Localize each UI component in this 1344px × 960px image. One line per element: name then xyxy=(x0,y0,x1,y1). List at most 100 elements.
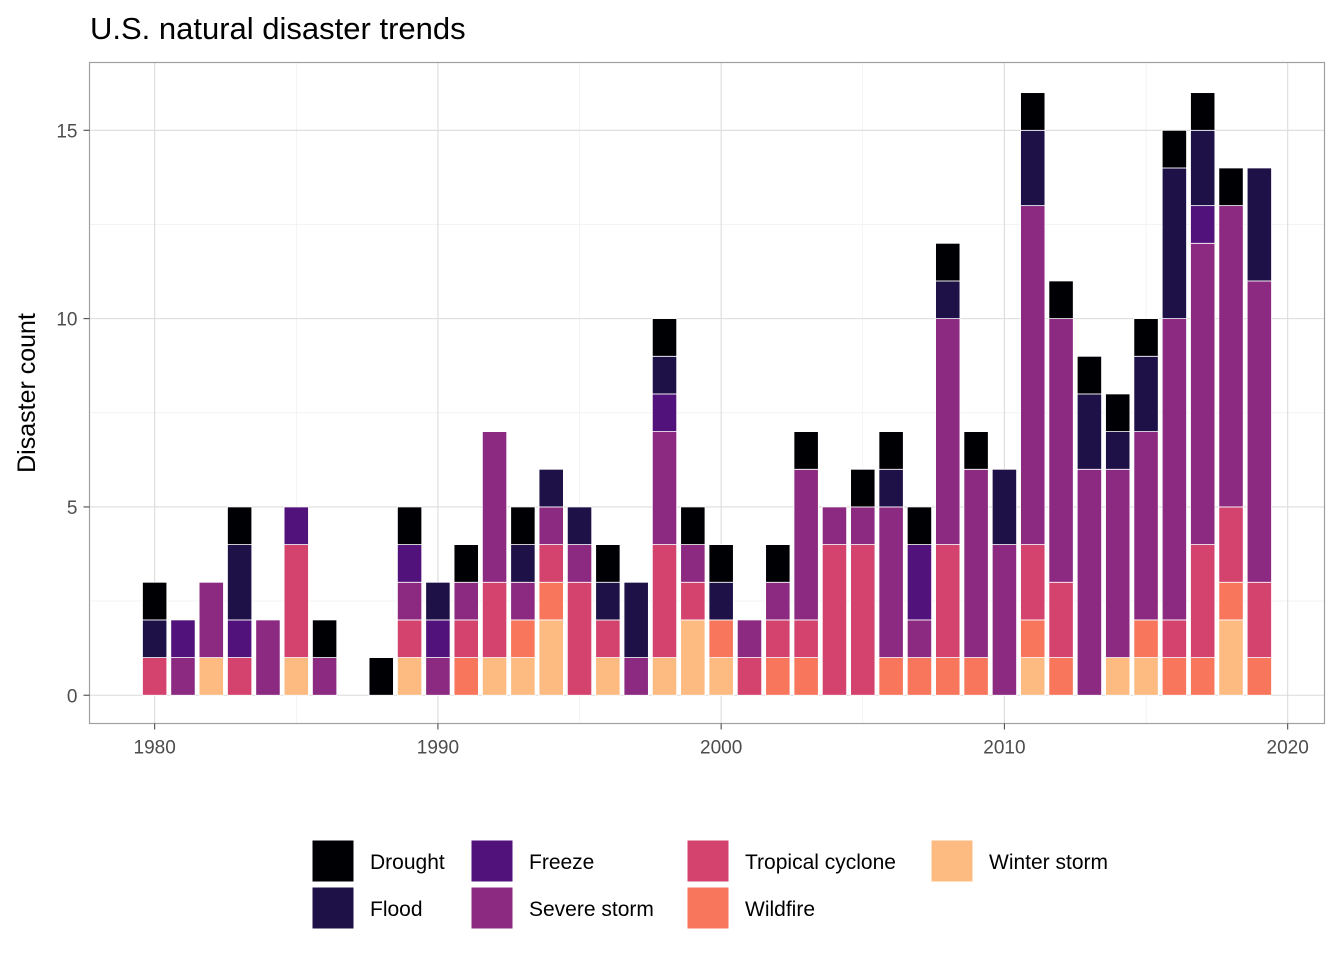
bar-segment-tropical-cyclone-1995 xyxy=(566,581,593,696)
bar-segment-severe-storm-1992 xyxy=(481,431,508,583)
legend-key-winter-storm xyxy=(930,839,974,883)
bar-segment-tropical-cyclone-1998 xyxy=(651,544,678,658)
bar-segment-severe-storm-2007 xyxy=(906,619,933,658)
bar-segment-tropical-cyclone-1996 xyxy=(595,619,621,658)
bar-segment-drought-2003 xyxy=(793,431,819,470)
bar-segment-wildfire-2006 xyxy=(878,657,904,696)
bar-segment-winter-storm-2018 xyxy=(1218,619,1244,696)
bar-segment-severe-storm-2019 xyxy=(1246,280,1272,583)
bar-segment-flood-2013 xyxy=(1076,393,1102,470)
bar-segment-tropical-cyclone-2002 xyxy=(765,619,791,658)
bar-segment-flood-1980 xyxy=(142,619,168,658)
bar-segment-flood-1997 xyxy=(623,581,649,658)
bar-segment-severe-storm-2013 xyxy=(1076,468,1102,696)
bar-segment-wildfire-2015 xyxy=(1133,619,1159,658)
bar-segment-flood-2016 xyxy=(1161,167,1187,320)
bar-segment-freeze-1998 xyxy=(651,393,678,433)
bar-segment-severe-storm-1990 xyxy=(425,657,451,696)
bar-segment-severe-storm-2015 xyxy=(1133,431,1159,621)
legend-label-wildfire: Wildfire xyxy=(745,898,815,921)
bar-segment-severe-storm-1998 xyxy=(651,431,678,545)
bar-segment-tropical-cyclone-1983 xyxy=(227,657,253,696)
bar-segment-severe-storm-2018 xyxy=(1218,205,1244,508)
bar-segment-drought-1983 xyxy=(227,506,253,545)
axes: 1980 1990 2000 2010 2020 0 5 10 15 xyxy=(56,121,1308,758)
bar-segment-drought-1988 xyxy=(368,657,394,696)
bar-segment-severe-storm-1989 xyxy=(397,581,423,621)
bar-segment-severe-storm-1984 xyxy=(255,619,281,696)
bar-segment-severe-storm-2014 xyxy=(1105,468,1131,658)
bar-segment-severe-storm-1991 xyxy=(453,581,479,621)
bar-segment-flood-1983 xyxy=(227,544,253,621)
bar-segment-tropical-cyclone-2016 xyxy=(1161,619,1187,658)
y-tick-label: 5 xyxy=(67,498,78,519)
bar-segment-tropical-cyclone-2018 xyxy=(1218,506,1244,583)
bar-segment-drought-2002 xyxy=(765,544,791,583)
y-tick-label: 15 xyxy=(56,121,77,142)
bar-segment-severe-storm-2012 xyxy=(1048,318,1074,583)
bar-segment-drought-2011 xyxy=(1020,92,1046,131)
bar-segment-tropical-cyclone-1989 xyxy=(397,619,423,658)
bar-segment-winter-storm-1985 xyxy=(283,657,309,696)
bar-segment-severe-storm-2011 xyxy=(1020,205,1046,545)
x-tick-label: 1990 xyxy=(417,738,459,759)
legend-key-severe-storm xyxy=(470,886,514,930)
bar-segment-drought-1989 xyxy=(397,506,423,545)
bar-segment-severe-storm-1999 xyxy=(680,544,706,583)
bar-segment-wildfire-2007 xyxy=(906,657,933,696)
bar-segment-winter-storm-1998 xyxy=(651,657,678,696)
bar-segment-flood-1995 xyxy=(566,506,593,545)
bar-segment-flood-2019 xyxy=(1246,167,1272,282)
bar-segment-winter-storm-1989 xyxy=(397,657,423,696)
bar-segment-wildfire-2017 xyxy=(1190,657,1216,696)
bar-segment-flood-2017 xyxy=(1190,129,1216,207)
bar-segment-freeze-1983 xyxy=(227,619,253,658)
bar-segment-tropical-cyclone-2017 xyxy=(1190,544,1216,658)
bar-segment-winter-storm-1999 xyxy=(680,619,706,696)
bar-segment-wildfire-2009 xyxy=(963,657,989,696)
bar-segment-wildfire-2012 xyxy=(1048,657,1074,696)
y-axis-title: Disaster count xyxy=(13,313,41,473)
legend-key-wildfire xyxy=(686,886,730,930)
bars xyxy=(142,92,1272,696)
bar-segment-severe-storm-2002 xyxy=(765,581,791,621)
bar-segment-severe-storm-1993 xyxy=(510,581,536,621)
bar-segment-flood-2010 xyxy=(991,468,1017,545)
bar-segment-severe-storm-2003 xyxy=(793,468,819,621)
bar-segment-severe-storm-2001 xyxy=(736,619,763,658)
bar-segment-tropical-cyclone-2012 xyxy=(1048,581,1074,658)
bar-segment-drought-2006 xyxy=(878,431,904,470)
bar-segment-wildfire-1993 xyxy=(510,619,536,658)
bar-segment-severe-storm-2016 xyxy=(1161,318,1187,621)
x-tick-label: 2010 xyxy=(983,738,1025,759)
bar-segment-drought-2007 xyxy=(906,506,933,545)
bar-segment-drought-1996 xyxy=(595,544,621,583)
y-tick-label: 10 xyxy=(56,310,77,331)
bar-segment-wildfire-2000 xyxy=(708,619,734,658)
bar-segment-drought-2015 xyxy=(1133,318,1159,357)
bar-segment-tropical-cyclone-1994 xyxy=(538,544,564,583)
bar-segment-tropical-cyclone-1980 xyxy=(142,657,168,696)
bar-segment-flood-2011 xyxy=(1020,129,1046,207)
legend-label-winter-storm: Winter storm xyxy=(989,851,1108,874)
chart-title: U.S. natural disaster trends xyxy=(90,11,466,46)
bar-segment-flood-2000 xyxy=(708,581,734,621)
bar-segment-flood-2014 xyxy=(1105,431,1131,470)
bar-segment-severe-storm-1997 xyxy=(623,657,649,696)
legend: Drought Flood Freeze Severe storm Tropical c… xyxy=(311,839,1108,930)
bar-segment-drought-2012 xyxy=(1048,280,1074,320)
bar-segment-wildfire-2018 xyxy=(1218,581,1244,621)
bar-segment-severe-storm-2008 xyxy=(935,318,961,545)
bar-segment-flood-2015 xyxy=(1133,355,1159,433)
bar-segment-drought-2013 xyxy=(1076,355,1102,395)
bar-segment-drought-2017 xyxy=(1190,92,1216,131)
bar-segment-wildfire-1994 xyxy=(538,581,564,621)
bar-segment-drought-1999 xyxy=(680,506,706,545)
bar-segment-wildfire-2011 xyxy=(1020,619,1046,658)
bar-segment-severe-storm-2005 xyxy=(850,506,876,545)
bar-segment-wildfire-2019 xyxy=(1246,657,1272,696)
bar-segment-winter-storm-1993 xyxy=(510,657,536,696)
bar-segment-winter-storm-2011 xyxy=(1020,657,1046,696)
legend-label-flood: Flood xyxy=(370,898,423,921)
